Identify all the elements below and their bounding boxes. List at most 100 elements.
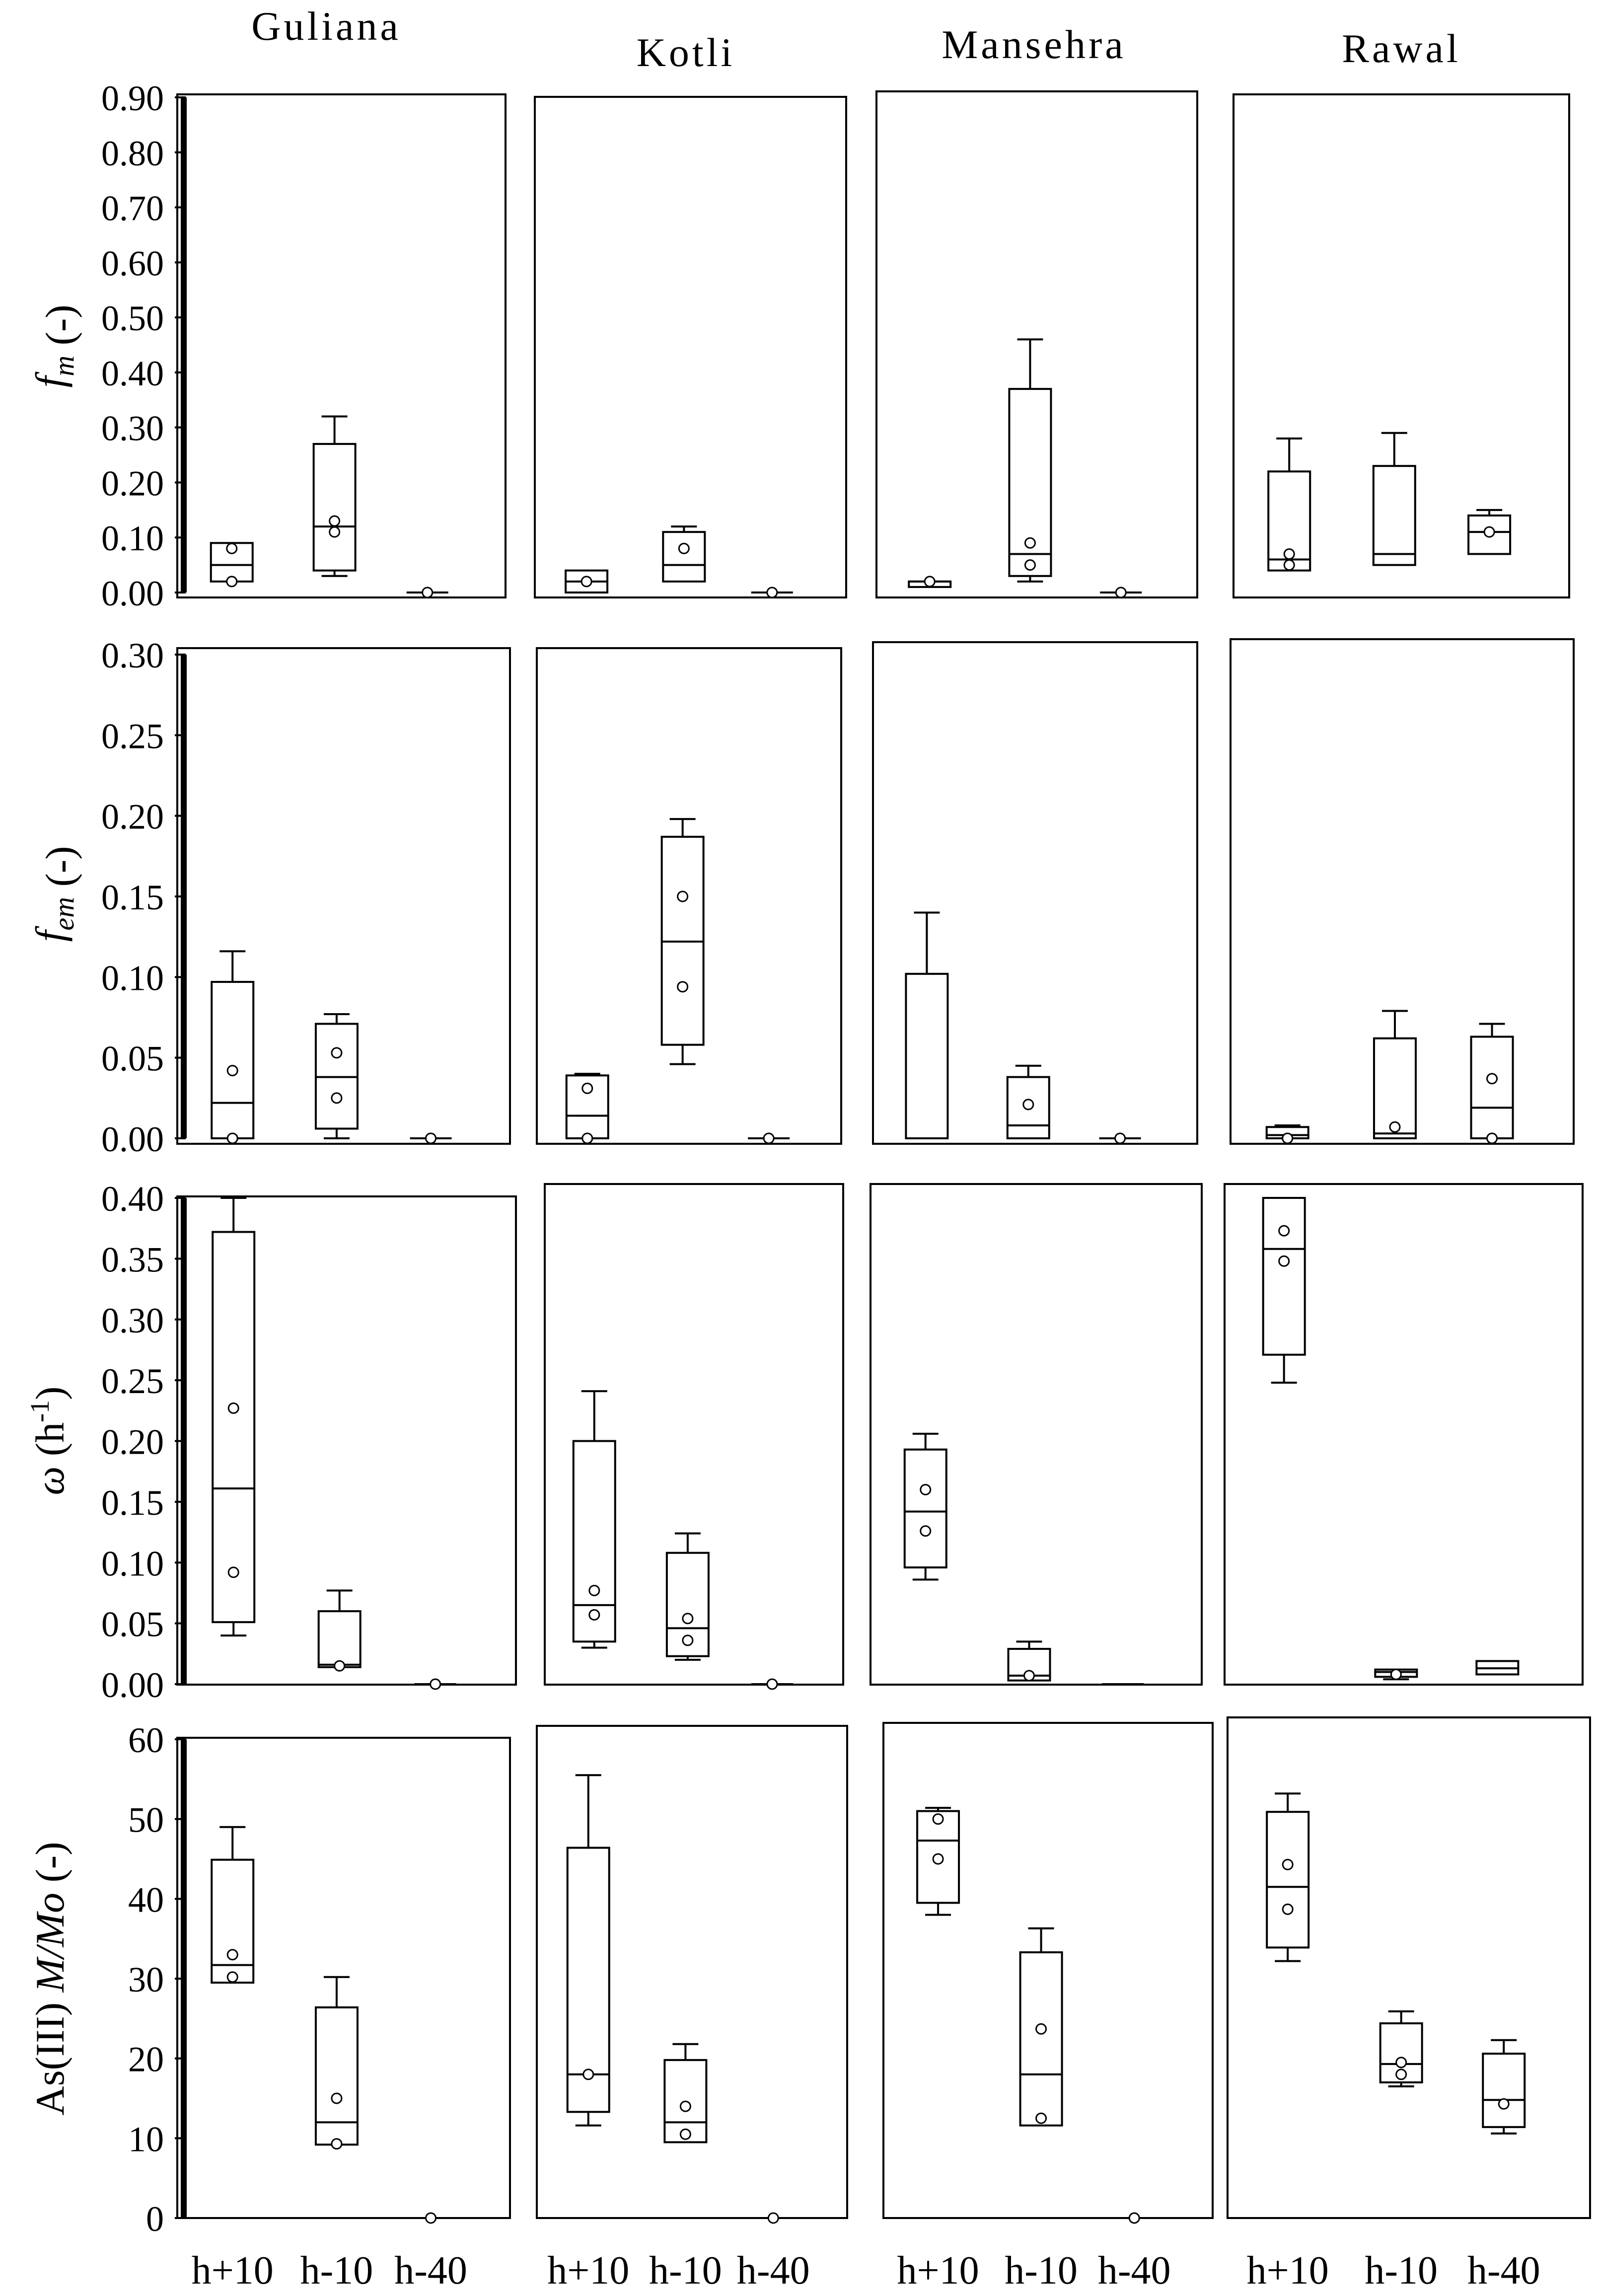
box-mansehra-h-40 — [1100, 587, 1142, 598]
box-kotli-h-40 — [748, 1132, 790, 1144]
data-point — [1114, 1132, 1126, 1144]
data-point — [682, 1613, 694, 1625]
panel-frame-guliana-row-1 — [176, 93, 507, 598]
box-iqr — [1373, 1037, 1417, 1140]
data-point — [329, 526, 341, 538]
data-point — [1390, 1668, 1402, 1680]
box-kotli-h-10 — [566, 1774, 610, 2127]
box-mansehra-h-40 — [1099, 1132, 1141, 1144]
box-mansehra-h-10 — [905, 911, 949, 1139]
data-point — [766, 1678, 778, 1690]
x-tick-label-h-10: h-10 — [1005, 2249, 1078, 2293]
panel-frame-mansehra-row-3 — [870, 1183, 1203, 1686]
x-tick-label-h-40: h-40 — [394, 2249, 467, 2293]
data-point — [1282, 1132, 1294, 1144]
y-tick-label: 0.25 — [101, 1361, 164, 1401]
y-tick-label: 0.10 — [101, 518, 164, 558]
box-rawal-h-10 — [1265, 1124, 1309, 1144]
data-point — [1282, 1858, 1294, 1870]
data-point — [582, 2069, 594, 2080]
data-point — [924, 576, 936, 588]
x-tick-label-h-10: h+10 — [897, 2249, 979, 2293]
box-mansehra-h-10 — [916, 1807, 960, 1916]
box-iqr — [1262, 1197, 1306, 1356]
data-point — [1483, 526, 1495, 538]
box-kotli-h-10 — [662, 525, 706, 583]
box-iqr — [1008, 388, 1052, 577]
box-mansehra-h-10 — [908, 576, 952, 588]
box-guliana-h-10 — [210, 542, 254, 588]
data-point — [331, 1092, 343, 1104]
box-iqr — [317, 1610, 362, 1668]
box-iqr — [1467, 514, 1512, 555]
box-iqr — [916, 1810, 960, 1904]
data-point — [920, 1483, 932, 1495]
site-title-guliana: Guliana — [251, 3, 401, 49]
box-guliana-h-10 — [314, 1976, 359, 2150]
y-tick-label: 0.05 — [101, 1605, 164, 1644]
box-guliana-h-10 — [314, 1013, 359, 1139]
data-point — [331, 1047, 343, 1059]
data-point — [331, 2138, 343, 2150]
box-iqr — [1266, 1811, 1310, 1949]
y-tick-label: 0.30 — [101, 409, 164, 448]
data-point — [1498, 2098, 1510, 2110]
box-rawal-h-10 — [1267, 437, 1311, 572]
y-tick-label: 0.35 — [101, 1240, 164, 1279]
data-point — [766, 587, 778, 598]
data-point — [226, 1132, 238, 1144]
box-mansehra-h-10 — [903, 1432, 947, 1581]
y-tick-label: 30 — [128, 1960, 164, 2000]
x-tick-label-h-40: h-40 — [1098, 2249, 1171, 2293]
panel-frame-kotli-row-1 — [534, 96, 847, 598]
panel-frame-kotli-row-3 — [544, 1183, 844, 1686]
data-point — [334, 1660, 346, 1672]
data-point — [329, 515, 341, 527]
data-point — [1022, 1099, 1034, 1111]
box-rawal-h-40 — [1467, 509, 1512, 555]
box-iqr — [903, 1448, 947, 1569]
site-title-rawal: Rawal — [1342, 26, 1460, 71]
data-point — [677, 981, 689, 993]
data-point — [581, 1082, 593, 1094]
box-mansehra-h-10 — [1007, 1640, 1051, 1682]
data-point — [1024, 537, 1036, 549]
y-tick-label: 0.80 — [101, 134, 164, 173]
data-point — [226, 1065, 238, 1077]
box-iqr — [211, 981, 255, 1140]
box-guliana-h-10 — [312, 415, 357, 577]
y-tick-label: 0.30 — [101, 1301, 164, 1340]
data-point — [920, 1525, 932, 1537]
box-iqr — [572, 1440, 616, 1643]
data-point — [226, 1971, 238, 1983]
y-axis-title-row-4: As(III) M/Mo (-) — [27, 1842, 73, 2116]
panel-frame-mansehra-row-1 — [875, 90, 1198, 598]
x-tick-label-h-10: h-10 — [649, 2249, 722, 2293]
data-point — [1283, 548, 1295, 560]
panel-frame-rawal-row-4 — [1227, 1716, 1591, 2219]
y-tick-label: 50 — [128, 1800, 164, 1840]
x-tick-label-h-40: h-40 — [737, 2249, 810, 2293]
data-point — [678, 542, 690, 554]
data-point — [682, 1634, 694, 1646]
data-point — [677, 890, 689, 902]
data-point — [1395, 2069, 1407, 2080]
box-iqr — [662, 531, 706, 583]
y-tick-label: 0.05 — [101, 1039, 164, 1079]
box-guliana-h-10 — [211, 950, 255, 1144]
y-tick-label: 0.50 — [101, 298, 164, 338]
data-point — [1278, 1255, 1290, 1267]
y-tick-label: 0.20 — [101, 1422, 164, 1462]
data-point — [227, 1566, 239, 1578]
panel-frame-rawal-row-3 — [1224, 1183, 1584, 1686]
data-point — [226, 1949, 238, 1961]
box-iqr — [312, 443, 357, 572]
box-iqr — [905, 972, 949, 1139]
box-guliana-h-10 — [211, 1826, 255, 1984]
box-kotli-h-10 — [565, 1073, 609, 1144]
y-tick-label: 0.00 — [101, 1119, 164, 1159]
y-tick-label: 0.60 — [101, 243, 164, 283]
x-tick-label-h-10: h-10 — [300, 2249, 373, 2293]
y-tick-label: 0.40 — [101, 1179, 164, 1219]
